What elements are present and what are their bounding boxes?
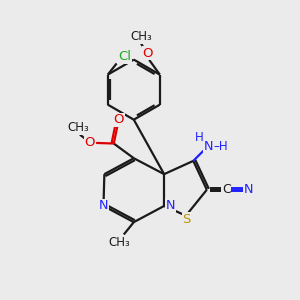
- Text: O: O: [113, 113, 124, 127]
- Text: N: N: [99, 200, 108, 212]
- Text: CH₃: CH₃: [68, 121, 89, 134]
- Text: CH₃: CH₃: [108, 236, 130, 249]
- Text: H: H: [195, 131, 203, 144]
- Text: N: N: [204, 140, 214, 153]
- Text: O: O: [142, 46, 153, 60]
- Text: S: S: [183, 213, 191, 226]
- Text: N: N: [165, 199, 175, 212]
- Text: CH₃: CH₃: [130, 30, 152, 43]
- Text: O: O: [84, 136, 95, 149]
- Text: Cl: Cl: [118, 50, 131, 64]
- Text: C: C: [222, 183, 231, 196]
- Text: –H: –H: [213, 140, 228, 153]
- Text: N: N: [243, 183, 253, 196]
